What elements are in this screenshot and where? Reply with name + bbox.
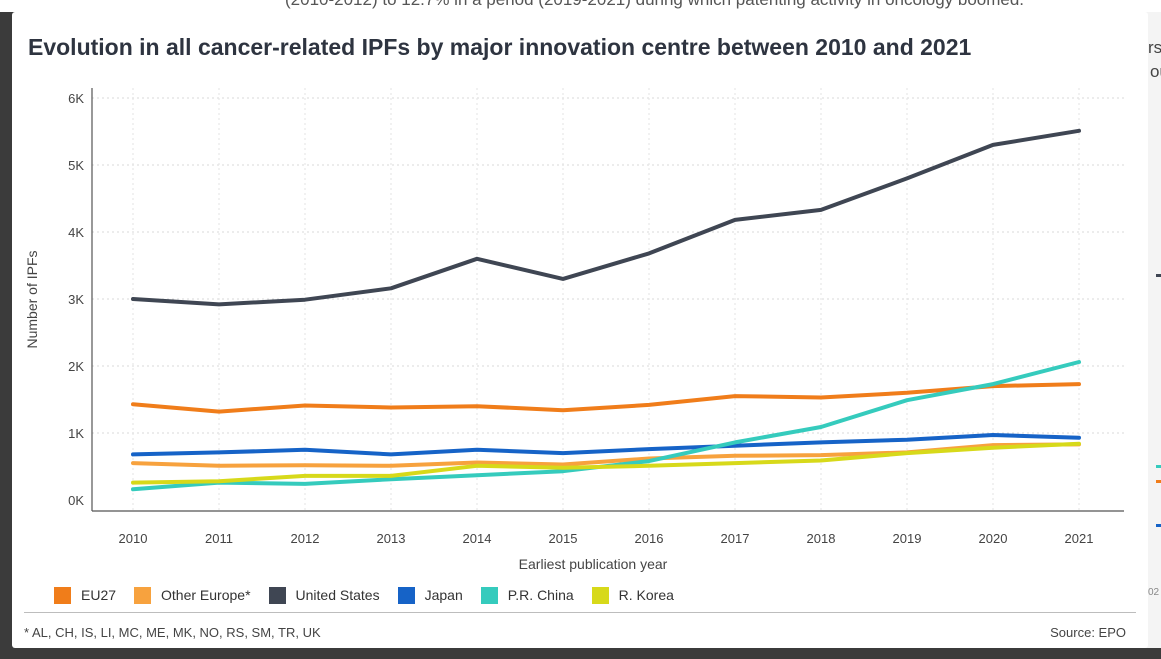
series-line-eu27	[131, 382, 1081, 414]
footer-divider	[24, 612, 1136, 613]
x-tick-label: 2017	[721, 531, 750, 546]
source-credit: Source: EPO	[1050, 625, 1126, 640]
y-tick-label: 5K	[68, 158, 84, 173]
x-tick-label: 2012	[291, 531, 320, 546]
legend-item: Japan	[397, 586, 463, 604]
series-line-r-korea	[131, 441, 1081, 485]
legend-item: Other Europe*	[134, 586, 251, 604]
y-axis-ticks: 0K 1K 2K 3K 4K 5K 6K	[68, 91, 84, 508]
x-tick-label: 2011	[205, 531, 233, 546]
x-axis-ticks: 2010 2011 2012 2013 2014 2015 2016 2017 2018 2019…	[119, 531, 1094, 546]
legend-swatch	[268, 586, 286, 604]
y-tick-label: 1K	[68, 426, 84, 441]
y-tick-label: 6K	[68, 91, 84, 106]
x-tick-label: 2018	[807, 531, 836, 546]
legend-label: Japan	[424, 587, 463, 603]
chart-legend: EU27 Other Europe* United States Japan P.R. …	[54, 584, 692, 606]
x-tick-label: 2014	[463, 531, 492, 546]
y-axis-label: Number of IPFs	[24, 250, 40, 348]
legend-label: United States	[295, 587, 380, 603]
background-fragment-3: 02	[1148, 587, 1160, 598]
x-tick-label: 2015	[549, 531, 578, 546]
legend-item: R. Korea	[591, 586, 674, 604]
background-page-text: (2010-2012) to 12.7% in a period (2019-2…	[0, 0, 1161, 12]
legend-swatch	[397, 586, 415, 604]
legend-swatch	[591, 586, 609, 604]
series-line-japan	[131, 433, 1081, 457]
background-fragment-2: ou	[1150, 62, 1161, 81]
background-tick-mark	[1156, 480, 1161, 483]
background-text-top: (2010-2012) to 12.7% in a period (2019-2…	[285, 0, 1024, 10]
x-tick-label: 2020	[979, 531, 1008, 546]
series-line-united-states	[131, 128, 1081, 307]
x-tick-label: 2013	[377, 531, 406, 546]
background-tick-mark	[1156, 274, 1161, 277]
legend-label: Other Europe*	[161, 587, 251, 603]
y-tick-label: 3K	[68, 292, 84, 307]
x-tick-label: 2019	[893, 531, 922, 546]
x-axis-label: Earliest publication year	[519, 556, 668, 572]
background-tick-mark	[1156, 465, 1161, 468]
background-tick-mark	[1156, 524, 1161, 527]
background-fragment-1: rs	[1148, 38, 1161, 57]
series-lines	[131, 128, 1081, 492]
series-line-p-r-china	[131, 360, 1081, 492]
legend-item: P.R. China	[480, 586, 574, 604]
legend-label: P.R. China	[507, 587, 574, 603]
chart-title: Evolution in all cancer-related IPFs by …	[28, 34, 972, 60]
y-tick-label: 4K	[68, 225, 84, 240]
legend-swatch	[134, 586, 152, 604]
legend-swatch	[480, 586, 498, 604]
legend-label: R. Korea	[618, 587, 674, 603]
chart-card: Evolution in all cancer-related IPFs by …	[12, 12, 1148, 648]
legend-item: United States	[268, 586, 380, 604]
legend-swatch	[54, 586, 71, 604]
footnote: * AL, CH, IS, LI, MC, ME, MK, NO, RS, SM…	[24, 625, 321, 640]
y-tick-label: 2K	[68, 359, 84, 374]
x-tick-label: 2010	[119, 531, 148, 546]
legend-item: EU27	[54, 586, 117, 604]
series-line-other-europe	[131, 442, 1081, 468]
x-tick-label: 2021	[1065, 531, 1094, 546]
legend-label: EU27	[81, 587, 117, 603]
y-tick-label: 0K	[68, 493, 84, 508]
x-tick-label: 2016	[635, 531, 664, 546]
